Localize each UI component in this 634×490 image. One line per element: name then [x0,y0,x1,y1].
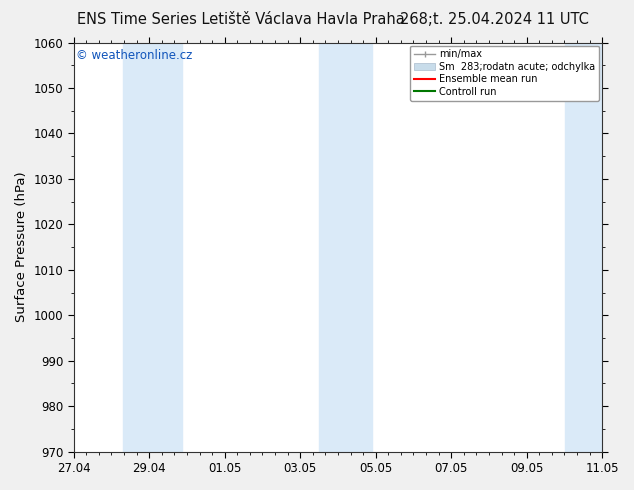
Text: ENS Time Series Letiště Václava Havla Praha: ENS Time Series Letiště Václava Havla Pr… [77,12,404,27]
Text: © weatheronline.cz: © weatheronline.cz [76,49,193,62]
Text: 268;t. 25.04.2024 11 UTC: 268;t. 25.04.2024 11 UTC [400,12,589,27]
Bar [123,43,182,452]
Bar [320,43,372,452]
Bar [566,43,607,452]
Legend: min/max, Sm  283;rodatn acute; odchylka, Ensemble mean run, Controll run: min/max, Sm 283;rodatn acute; odchylka, … [410,46,599,100]
Y-axis label: Surface Pressure (hPa): Surface Pressure (hPa) [15,172,28,322]
